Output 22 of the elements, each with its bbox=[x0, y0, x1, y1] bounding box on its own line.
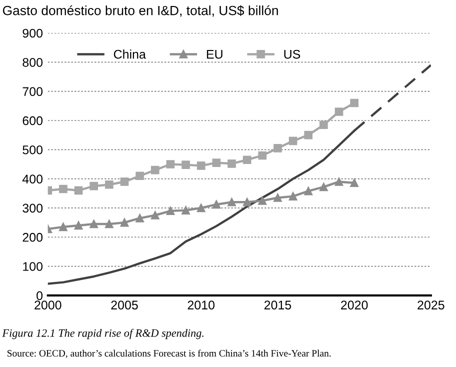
legend-label: China bbox=[114, 50, 146, 59]
y-tick-label: 900 bbox=[22, 28, 43, 38]
x-tick-label: 2010 bbox=[188, 300, 215, 310]
y-tick-label: 200 bbox=[22, 232, 43, 242]
x-tick-label: 2015 bbox=[264, 300, 292, 310]
y-tick-label: 0 bbox=[36, 291, 43, 300]
legend-label: EU bbox=[206, 50, 222, 59]
y-tick-label: 700 bbox=[22, 87, 43, 96]
x-tick-label: 2020 bbox=[341, 300, 368, 310]
y-tick-label: 800 bbox=[22, 58, 43, 67]
y-tick-label: 600 bbox=[22, 116, 43, 126]
y-tick-label: 400 bbox=[22, 174, 43, 184]
source-note: Source: OECD, author’s calculations Forecast is from China’s 14th Five-Year Plan. bbox=[7, 350, 331, 358]
x-tick-label: 2025 bbox=[418, 300, 444, 310]
chart-title: Gasto doméstico bruto en I&D, total, US$ billón bbox=[2, 5, 278, 17]
y-tick-label: 100 bbox=[23, 262, 43, 271]
y-tick-label: 500 bbox=[22, 145, 43, 154]
x-tick-label: 2005 bbox=[111, 300, 138, 310]
y-tick-label: 300 bbox=[22, 204, 43, 213]
legend-label: US bbox=[284, 50, 300, 59]
text: Figura 12.1 The rapid rise of R&D spending. bbox=[2, 328, 204, 340]
x-tick-label: 2000 bbox=[34, 300, 62, 310]
